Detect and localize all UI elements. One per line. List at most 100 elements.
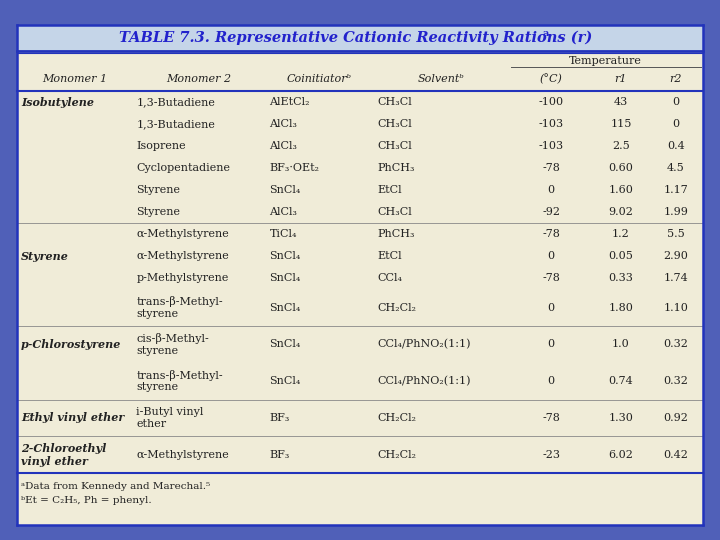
Text: CH₃Cl: CH₃Cl (377, 207, 412, 217)
Text: 5.5: 5.5 (667, 230, 685, 239)
Text: 115: 115 (611, 119, 631, 129)
Text: 2-Chloroethyl
vinyl ether: 2-Chloroethyl vinyl ether (21, 443, 107, 467)
Text: SnCl₄: SnCl₄ (269, 273, 301, 284)
Text: Styrene: Styrene (21, 251, 69, 262)
Text: 0: 0 (547, 185, 554, 195)
Text: SnCl₄: SnCl₄ (269, 376, 301, 386)
Text: 1.17: 1.17 (663, 185, 688, 195)
Text: CH₂Cl₂: CH₂Cl₂ (377, 303, 416, 313)
Text: SnCl₄: SnCl₄ (269, 340, 301, 349)
Text: AlEtCl₂: AlEtCl₂ (269, 97, 310, 107)
Text: AlCl₃: AlCl₃ (269, 119, 297, 129)
Text: 0.32: 0.32 (663, 340, 688, 349)
Text: TABLE 7.3. Representative Cationic Reactivity Rations (r): TABLE 7.3. Representative Cationic React… (120, 31, 593, 45)
Text: EtCl: EtCl (377, 185, 402, 195)
Text: CCl₄: CCl₄ (377, 273, 402, 284)
Text: EtCl: EtCl (377, 251, 402, 261)
Text: BF₃: BF₃ (269, 450, 289, 460)
Text: ᵇEt = C₂H₅, Ph = phenyl.: ᵇEt = C₂H₅, Ph = phenyl. (21, 496, 152, 504)
Text: 0.74: 0.74 (608, 376, 634, 386)
Text: 0.05: 0.05 (608, 251, 634, 261)
Text: 1.2: 1.2 (612, 230, 630, 239)
Text: Solventᵇ: Solventᵇ (418, 74, 464, 84)
Text: CH₃Cl: CH₃Cl (377, 119, 412, 129)
Text: 1.60: 1.60 (608, 185, 634, 195)
Text: Cyclopentadiene: Cyclopentadiene (137, 163, 230, 173)
Text: 0.42: 0.42 (663, 450, 688, 460)
Text: CH₃Cl: CH₃Cl (377, 97, 412, 107)
Text: 9.02: 9.02 (608, 207, 634, 217)
Text: Monomer 1: Monomer 1 (42, 74, 107, 84)
Text: CH₃Cl: CH₃Cl (377, 141, 412, 151)
Text: -23: -23 (542, 450, 560, 460)
Text: -78: -78 (542, 273, 560, 284)
Text: a: a (543, 29, 549, 37)
Bar (17, 25, 703, 51)
Text: 43: 43 (614, 97, 628, 107)
Text: Styrene: Styrene (137, 207, 181, 217)
Text: 0: 0 (547, 251, 554, 261)
Text: 1.10: 1.10 (663, 303, 688, 313)
Text: SnCl₄: SnCl₄ (269, 185, 301, 195)
Text: AlCl₃: AlCl₃ (269, 141, 297, 151)
Text: CH₂Cl₂: CH₂Cl₂ (377, 450, 416, 460)
Text: cis-β-Methyl-
styrene: cis-β-Methyl- styrene (137, 333, 210, 356)
Text: α-Methylstyrene: α-Methylstyrene (137, 230, 229, 239)
Text: PhCH₃: PhCH₃ (377, 230, 415, 239)
Text: BF₃·OEt₂: BF₃·OEt₂ (269, 163, 320, 173)
Text: Styrene: Styrene (137, 185, 181, 195)
Text: 1.74: 1.74 (663, 273, 688, 284)
Text: r2: r2 (670, 74, 682, 84)
Text: SnCl₄: SnCl₄ (269, 251, 301, 261)
Text: -92: -92 (542, 207, 560, 217)
Text: α-Methylstyrene: α-Methylstyrene (137, 251, 229, 261)
Text: Ethyl vinyl ether: Ethyl vinyl ether (21, 413, 125, 423)
Text: Coinitiatorᵇ: Coinitiatorᵇ (287, 74, 352, 84)
Text: 2.5: 2.5 (612, 141, 630, 151)
Text: p-Chlorostyrene: p-Chlorostyrene (21, 339, 122, 350)
Text: 6.02: 6.02 (608, 450, 634, 460)
Text: CH₂Cl₂: CH₂Cl₂ (377, 413, 416, 423)
Text: p-Methylstyrene: p-Methylstyrene (137, 273, 229, 284)
Text: Temperature: Temperature (570, 56, 642, 66)
Text: 0.92: 0.92 (663, 413, 688, 423)
Text: 0: 0 (672, 119, 679, 129)
Text: -78: -78 (542, 230, 560, 239)
Text: AlCl₃: AlCl₃ (269, 207, 297, 217)
Text: -78: -78 (542, 163, 560, 173)
Text: -78: -78 (542, 413, 560, 423)
Text: trans-β-Methyl-
styrene: trans-β-Methyl- styrene (137, 296, 223, 319)
Text: 1,3-Butadiene: 1,3-Butadiene (137, 119, 215, 129)
Text: 1,3-Butadiene: 1,3-Butadiene (137, 97, 215, 107)
Text: Monomer 2: Monomer 2 (166, 74, 232, 84)
Text: SnCl₄: SnCl₄ (269, 303, 301, 313)
Text: (°C): (°C) (539, 73, 562, 84)
Text: 4.5: 4.5 (667, 163, 685, 173)
Text: CCl₄/PhNO₂(1:1): CCl₄/PhNO₂(1:1) (377, 376, 471, 386)
Text: i-Butyl vinyl
ether: i-Butyl vinyl ether (137, 407, 204, 429)
Text: CCl₄/PhNO₂(1:1): CCl₄/PhNO₂(1:1) (377, 339, 471, 349)
Text: -103: -103 (539, 141, 564, 151)
Text: 0: 0 (547, 303, 554, 313)
Text: 0.4: 0.4 (667, 141, 685, 151)
Text: 1.99: 1.99 (663, 207, 688, 217)
Text: 0.32: 0.32 (663, 376, 688, 386)
Text: trans-β-Methyl-
styrene: trans-β-Methyl- styrene (137, 370, 223, 393)
Text: -100: -100 (539, 97, 564, 107)
Text: α-Methylstyrene: α-Methylstyrene (137, 450, 229, 460)
Text: TiCl₄: TiCl₄ (269, 230, 297, 239)
Text: ᵃData from Kennedy and Marechal.⁵: ᵃData from Kennedy and Marechal.⁵ (21, 482, 210, 490)
Text: -103: -103 (539, 119, 564, 129)
Text: BF₃: BF₃ (269, 413, 289, 423)
Text: 1.80: 1.80 (608, 303, 634, 313)
Text: 0: 0 (547, 340, 554, 349)
Text: 0: 0 (672, 97, 679, 107)
Text: 0.33: 0.33 (608, 273, 634, 284)
Text: 1.0: 1.0 (612, 340, 630, 349)
Text: Isobutylene: Isobutylene (21, 97, 94, 107)
Text: 1.30: 1.30 (608, 413, 634, 423)
Text: PhCH₃: PhCH₃ (377, 163, 415, 173)
Text: 0: 0 (547, 376, 554, 386)
Text: r1: r1 (615, 74, 627, 84)
Text: Isoprene: Isoprene (137, 141, 186, 151)
